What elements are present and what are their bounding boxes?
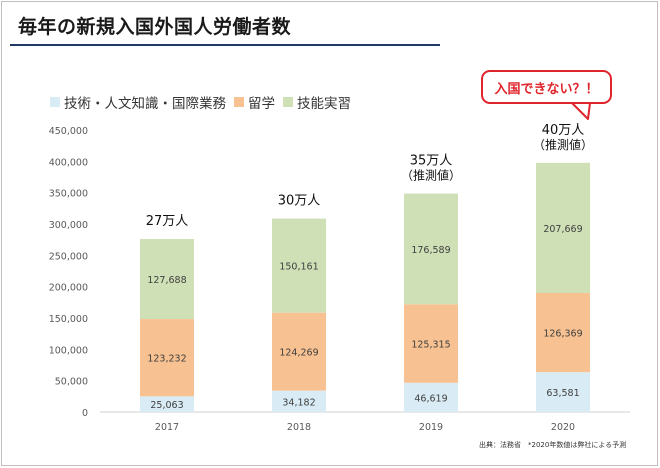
- total-label: 30万人: [278, 194, 321, 209]
- callout-box: 入国できない？！: [481, 70, 612, 104]
- legend-item-tech: 技術・人文知識・国際業務: [50, 92, 226, 112]
- legend-item-trainee: 技能実習: [283, 92, 351, 112]
- source-note: 出典：法務省 *2020年数値は弊社による予測: [479, 441, 627, 449]
- bar-segment: [140, 396, 194, 412]
- bar-segment: [536, 292, 590, 373]
- bar-segment: [404, 304, 458, 383]
- bar-segment: [140, 239, 194, 320]
- x-tick-label: 2019: [419, 422, 443, 433]
- legend-item-study: 留学: [234, 92, 275, 112]
- bar-segment: [536, 372, 590, 412]
- data-label: 126,369: [543, 329, 582, 340]
- data-label: 176,589: [411, 245, 450, 256]
- y-tick-label: 300,000: [49, 220, 88, 231]
- title-underline: [10, 44, 440, 46]
- legend-swatch-tech: [50, 97, 60, 107]
- x-tick-label: 2018: [287, 422, 311, 433]
- y-tick-label: 100,000: [49, 345, 88, 356]
- data-label: 63,581: [546, 388, 579, 399]
- bar-segment: [404, 193, 458, 305]
- bar-segment: [272, 218, 326, 313]
- x-tick-label: 2017: [155, 422, 179, 433]
- total-label: （推測値）: [401, 168, 461, 183]
- data-label: 127,688: [147, 275, 186, 286]
- legend-swatch-trainee: [283, 97, 293, 107]
- y-tick-label: 250,000: [49, 251, 88, 262]
- bar-segment: [536, 162, 590, 293]
- bar-segment: [140, 319, 194, 397]
- total-label: 35万人: [410, 154, 453, 169]
- slide-title: 毎年の新規入国外国人労働者数: [18, 16, 292, 38]
- y-tick-label: 200,000: [49, 283, 88, 294]
- legend-label-tech: 技術・人文知識・国際業務: [64, 96, 226, 112]
- data-label: 207,669: [543, 224, 582, 235]
- data-label: 150,161: [279, 262, 318, 273]
- data-label: 125,315: [411, 340, 450, 351]
- data-label: 25,063: [150, 400, 183, 411]
- total-label: 27万人: [146, 214, 189, 229]
- y-tick-label: 350,000: [49, 189, 88, 200]
- legend-swatch-study: [234, 97, 244, 107]
- y-tick-label: 400,000: [49, 157, 88, 168]
- data-label: 124,269: [279, 348, 318, 359]
- total-label: 40万人: [542, 123, 585, 138]
- y-tick-label: 450,000: [49, 126, 88, 137]
- legend-label-trainee: 技能実習: [297, 96, 351, 112]
- data-label: 34,182: [282, 397, 315, 408]
- chart-legend: 技術・人文知識・国際業務 留学 技能実習: [50, 92, 359, 112]
- y-tick-label: 50,000: [55, 377, 88, 388]
- callout-text: 入国できない？！: [494, 81, 599, 97]
- data-label: 123,232: [147, 354, 186, 365]
- total-label: （推測値）: [533, 137, 593, 152]
- data-label: 46,619: [414, 393, 447, 404]
- bar-segment: [272, 312, 326, 391]
- y-tick-label: 150,000: [49, 314, 88, 325]
- bar-segment: [404, 382, 458, 412]
- callout-pointer: [571, 102, 591, 120]
- bar-segment: [272, 390, 326, 412]
- legend-label-study: 留学: [248, 96, 275, 112]
- x-tick-label: 2020: [551, 422, 575, 433]
- y-tick-label: 0: [82, 408, 88, 419]
